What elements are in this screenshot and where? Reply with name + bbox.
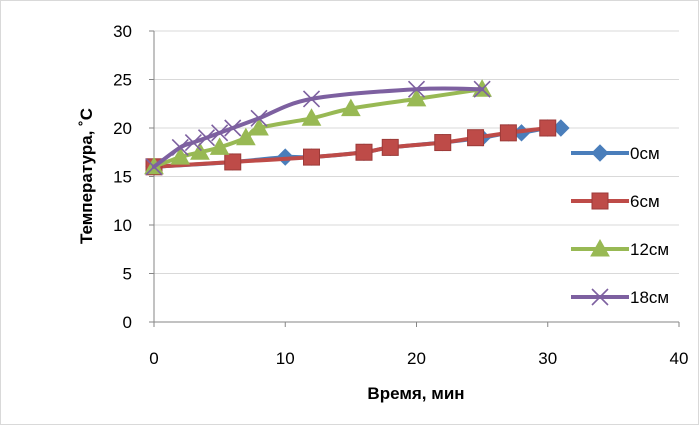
gridlines [154, 30, 679, 274]
data-point-1-1 [224, 153, 242, 171]
data-point-2-2 [190, 142, 210, 160]
x-tick-label-10: 10 [276, 349, 295, 368]
data-point-2-3 [209, 137, 230, 155]
data-point-1-8 [539, 119, 557, 137]
axes: 0 5 10 15 20 25 30 0 10 20 30 40 [113, 22, 688, 368]
legend-marker-0 [591, 144, 609, 162]
legend-item-2: 12см [571, 238, 669, 259]
legend-label-3: 18см [630, 288, 669, 307]
data-point-3-4 [211, 124, 229, 142]
data-point-1-2 [303, 148, 320, 166]
x-tick-label-20: 20 [407, 349, 426, 368]
legend-label-0: 0см [630, 144, 660, 163]
data-point-2-4 [236, 127, 256, 146]
data-point-2-6 [301, 108, 322, 126]
legend-item-1: 6см [571, 192, 660, 211]
data-point-1-6 [467, 129, 485, 147]
y-axis-title: Температура, ˚С [77, 108, 96, 244]
legend-marker-3 [591, 288, 609, 306]
data-point-3-3 [197, 129, 216, 147]
data-point-3-9-stroke-b [473, 80, 491, 98]
series-3 [145, 80, 491, 176]
data-point-3-6 [250, 109, 268, 127]
data-point-3-7 [302, 90, 321, 108]
y-tick-label-30: 30 [113, 22, 132, 41]
series-line-3 [152, 86, 485, 169]
legend-marker-3-stroke-b [591, 288, 609, 306]
x-axis-title: Время, мин [367, 384, 464, 403]
data-point-3-1-stroke-b [171, 138, 189, 156]
data-point-3-2 [184, 133, 202, 152]
series-2 [144, 79, 492, 175]
data-point-2-1 [170, 147, 191, 165]
legend-item-0: 0см [571, 144, 660, 163]
data-point-3-4-stroke-b [211, 124, 229, 142]
legend-label-2: 12см [630, 240, 669, 259]
series-layer [144, 79, 570, 176]
y-tick-label-20: 20 [113, 119, 132, 138]
data-point-3-8-stroke-b [407, 80, 426, 98]
data-point-3-1 [171, 138, 189, 156]
data-point-3-9 [473, 80, 491, 98]
y-tick-label-15: 15 [113, 168, 132, 187]
y-tick-label-5: 5 [123, 265, 132, 284]
x-tick-label-0: 0 [149, 349, 158, 368]
data-point-3-8 [407, 80, 426, 98]
legend-item-3: 18см [571, 288, 669, 307]
data-point-3-5-stroke-b [224, 119, 242, 137]
data-point-2-8 [406, 88, 427, 107]
data-point-2-7 [341, 98, 361, 117]
data-point-1-3 [355, 143, 373, 161]
data-point-2-5 [249, 117, 269, 136]
data-point-3-0-stroke-b [145, 158, 163, 176]
data-point-3-0 [145, 158, 163, 176]
legend: 0см 6см 12см 18см [571, 144, 669, 307]
legend-marker-1 [591, 192, 609, 210]
x-tick-label-40: 40 [670, 349, 689, 368]
data-point-1-5 [434, 134, 452, 152]
data-point-3-5 [224, 119, 242, 137]
y-tick-label-0: 0 [123, 313, 132, 332]
legend-label-1: 6см [630, 192, 660, 211]
legend-marker-2 [590, 238, 610, 257]
data-point-3-7-stroke-b [302, 90, 321, 108]
data-point-3-3-stroke-b [197, 129, 216, 147]
x-tick-label-30: 30 [538, 349, 557, 368]
data-point-1-7 [499, 124, 517, 142]
y-tick-label-10: 10 [113, 216, 132, 235]
data-point-3-6-stroke-b [250, 109, 268, 127]
data-point-1-4 [381, 138, 399, 156]
data-point-3-2-stroke-b [184, 133, 202, 152]
y-tick-label-25: 25 [113, 71, 132, 90]
